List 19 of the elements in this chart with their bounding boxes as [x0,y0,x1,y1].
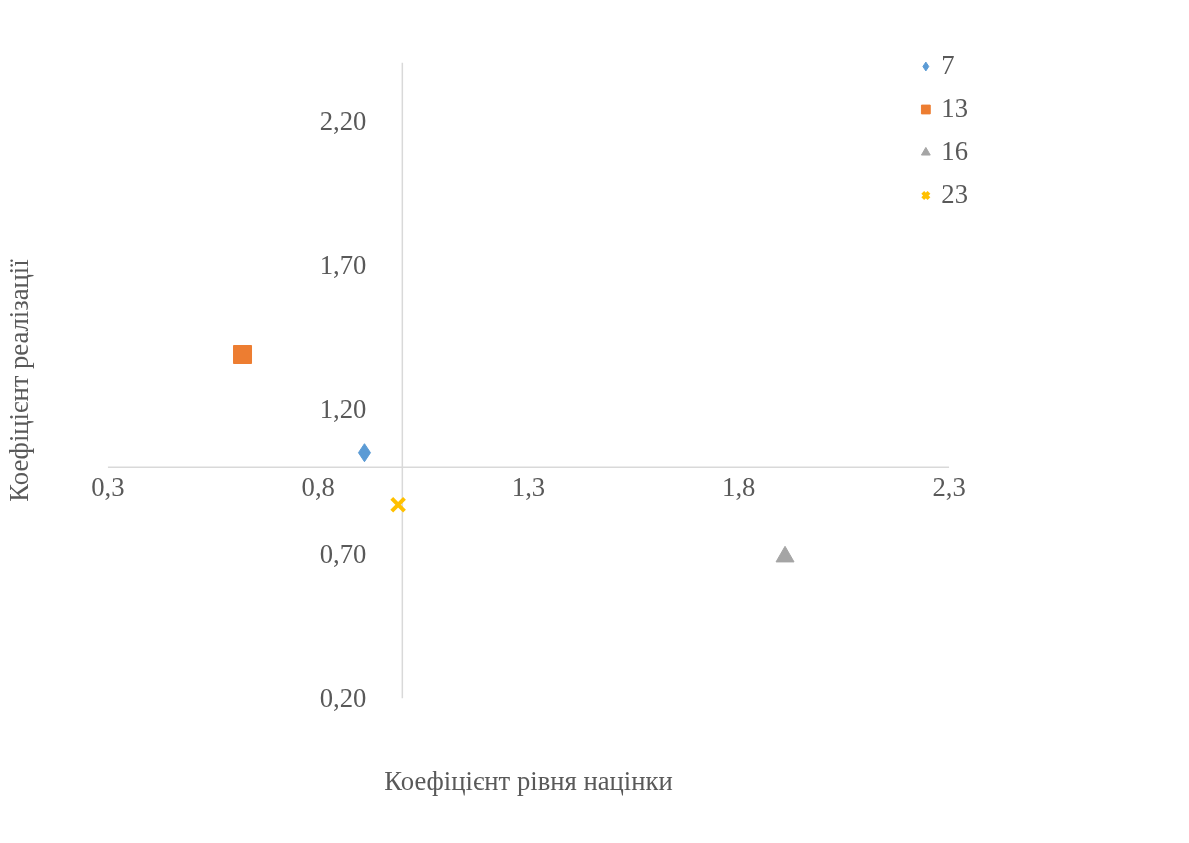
point [233,345,253,364]
x-tick-label: 2,3 [932,472,966,503]
legend-label: 13 [941,93,968,124]
x-tick-label: 1,8 [722,472,756,503]
legend-label: 23 [941,179,968,210]
legend-label: 16 [941,136,968,167]
y-tick-label: 1,20 [319,394,367,425]
y-tick-label: 0,20 [319,683,367,714]
legend-label: 7 [941,50,956,81]
point [389,496,407,514]
y-tick-label: 0,70 [319,538,367,569]
x-axis-title: Коефіцієнт рівня націнки [384,765,673,796]
x-tick-label: 0,3 [91,472,125,503]
x-tick-label: 0,8 [301,472,335,503]
y-axis-title: Коефіцієнт реалізації [3,258,34,502]
y-tick-label: 2,20 [319,105,367,136]
y-tick-label: 1,70 [319,249,367,280]
x-tick-label: 1,3 [511,472,546,503]
point [357,443,371,463]
